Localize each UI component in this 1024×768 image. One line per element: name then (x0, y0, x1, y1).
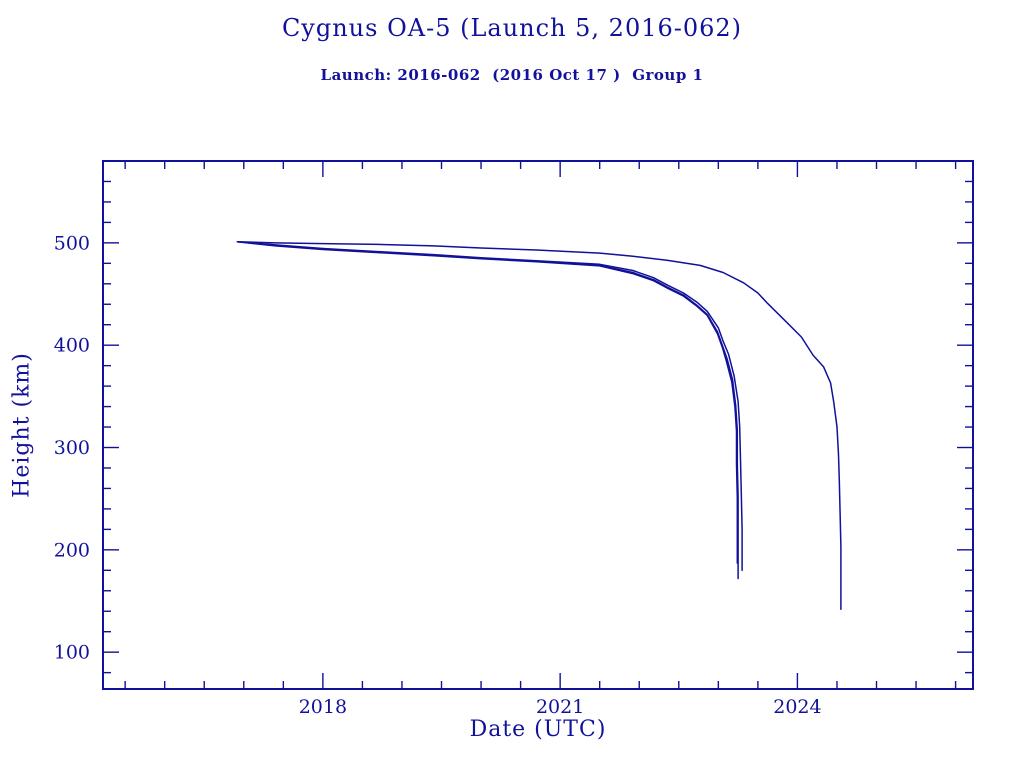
x-tick-label: 2021 (536, 696, 584, 718)
chart-subtitle: Launch: 2016-062 (2016 Oct 17 ) Group 1 (320, 66, 704, 84)
y-tick-label: 100 (54, 642, 90, 664)
y-tick-label: 300 (54, 437, 90, 459)
axis-tick-labels: 2018 2021 2024 100 200 300 400 500 (54, 232, 822, 718)
x-tick-label: 2024 (773, 696, 821, 718)
decay-curve-2 (236, 241, 739, 580)
axis-ticks (103, 161, 973, 689)
decay-curves (236, 241, 842, 610)
y-tick-label: 200 (54, 539, 90, 561)
y-tick-label: 500 (54, 232, 90, 254)
x-axis-title: Date (UTC) (469, 717, 607, 742)
y-tick-label: 400 (54, 335, 90, 357)
chart-title: Cygnus OA-5 (Launch 5, 2016-062) (281, 14, 743, 42)
decay-curve-3 (236, 241, 739, 564)
x-tick-label: 2018 (299, 696, 347, 718)
plot-frame (102, 160, 974, 690)
y-axis-title: Height (km) (9, 352, 35, 498)
decay-curve-4 (236, 241, 743, 572)
decay-curve-1-long-lived-object (236, 241, 842, 610)
